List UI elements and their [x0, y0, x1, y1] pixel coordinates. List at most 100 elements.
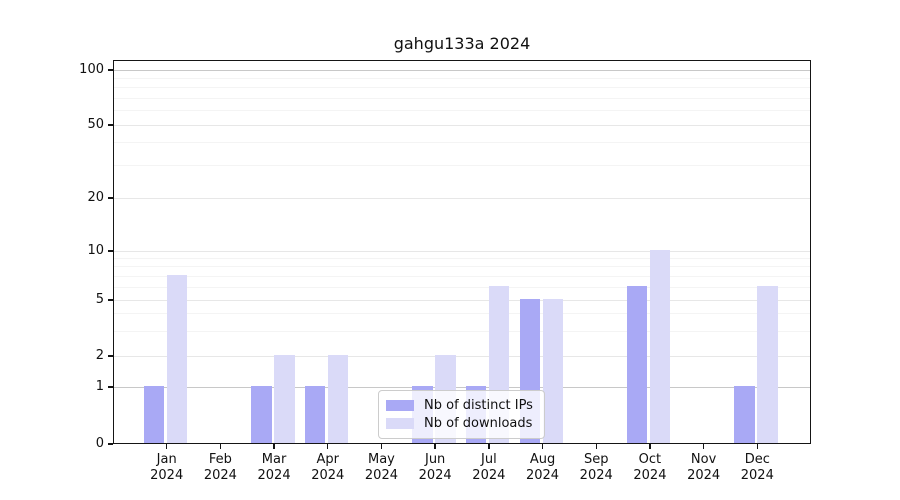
- gridline-minor-60: [114, 110, 810, 112]
- gridline-minor-7: [114, 275, 810, 277]
- x-tick-aug: [541, 444, 544, 449]
- y-tick-label-20: 20: [87, 190, 104, 205]
- y-tick-20: [108, 197, 113, 199]
- x-tick-month-may: May: [368, 452, 395, 467]
- x-tick-label-may: May 2024: [349, 452, 413, 484]
- bar-distinct-ips-apr: [304, 386, 326, 443]
- x-tick-year-feb: 2024: [203, 468, 237, 483]
- bar-distinct-ips-dec: [734, 386, 755, 443]
- x-tick-month-jan: Jan: [156, 452, 177, 467]
- bar-downloads-aug: [542, 299, 564, 443]
- y-tick-label-2: 2: [95, 348, 104, 363]
- gridline-1: [114, 386, 810, 388]
- y-tick-1: [108, 386, 113, 388]
- gridline-minor-8: [114, 266, 810, 268]
- x-tick-month-jul: Jul: [481, 452, 497, 467]
- gridline-minor-3: [114, 330, 810, 332]
- bar-downloads-mar: [274, 355, 295, 443]
- gridline-100: [114, 69, 810, 71]
- chart-title: gahgu133a 2024: [393, 34, 531, 53]
- x-tick-sep: [595, 444, 597, 449]
- x-tick-label-jun: Jun 2024: [403, 452, 467, 484]
- x-tick-label-apr: Apr 2024: [296, 452, 360, 484]
- x-tick-month-apr: Apr: [316, 452, 340, 467]
- y-tick-5: [108, 299, 113, 301]
- x-tick-label-jul: Jul 2024: [457, 452, 521, 484]
- x-tick-label-sep: Sep 2024: [564, 452, 628, 484]
- x-tick-year-dec: 2024: [740, 468, 774, 483]
- x-tick-year-aug: 2024: [525, 468, 560, 483]
- x-tick-label-oct: Oct 2024: [618, 452, 682, 484]
- y-tick-10: [108, 250, 113, 252]
- x-tick-month-oct: Oct: [638, 452, 662, 467]
- legend-item-distinct-ips: Nb of distinct IPs: [386, 397, 536, 414]
- x-tick-label-mar: Mar 2024: [242, 452, 306, 484]
- x-tick-label-dec: Dec 2024: [725, 452, 789, 484]
- x-tick-label-jan: Jan 2024: [135, 452, 199, 484]
- bar-downloads-oct: [649, 250, 671, 443]
- x-tick-month-nov: Nov: [690, 452, 717, 467]
- gridline-2: [114, 355, 810, 357]
- y-tick-label-50: 50: [87, 117, 104, 132]
- gridline-minor-40: [114, 142, 810, 144]
- y-tick-label-100: 100: [79, 62, 104, 77]
- y-tick-100: [108, 69, 113, 71]
- x-tick-jul: [488, 444, 490, 449]
- x-tick-year-apr: 2024: [311, 468, 345, 483]
- x-tick-year-mar: 2024: [257, 468, 291, 483]
- x-tick-year-oct: 2024: [633, 468, 667, 483]
- x-tick-month-feb: Feb: [208, 452, 232, 467]
- bar-distinct-ips-mar: [251, 386, 272, 443]
- y-tick-label-1: 1: [95, 379, 104, 394]
- y-tick-label-0: 0: [95, 436, 104, 451]
- legend: Nb of distinct IPs Nb of downloads: [378, 390, 545, 439]
- bar-distinct-ips-jan: [143, 386, 165, 443]
- gridline-50: [114, 124, 810, 126]
- gridline-minor-80: [114, 87, 810, 89]
- x-tick-mar: [273, 444, 275, 449]
- legend-label-distinct-ips: Nb of distinct IPs: [424, 398, 533, 413]
- x-tick-month-aug: Aug: [529, 452, 556, 467]
- x-tick-year-sep: 2024: [579, 468, 613, 483]
- x-tick-jun: [434, 444, 436, 449]
- x-tick-year-jul: 2024: [472, 468, 506, 483]
- x-tick-apr: [327, 444, 329, 449]
- gridline-minor-4: [114, 313, 810, 315]
- x-tick-year-may: 2024: [364, 468, 398, 483]
- legend-swatch-distinct-ips: [386, 400, 414, 411]
- x-tick-label-aug: Aug 2024: [511, 452, 575, 484]
- y-tick-label-10: 10: [87, 243, 104, 258]
- x-tick-year-nov: 2024: [687, 468, 721, 483]
- bar-downloads-jan: [166, 275, 188, 443]
- gridline-20: [114, 197, 810, 199]
- legend-swatch-downloads: [386, 418, 414, 429]
- x-tick-nov: [702, 444, 705, 449]
- gridline-minor-70: [114, 97, 810, 99]
- gridline-minor-30: [114, 165, 810, 167]
- y-tick-0: [108, 443, 113, 445]
- gridline-minor-6: [114, 286, 810, 288]
- y-tick-label-5: 5: [95, 292, 104, 307]
- gridline-minor-9: [114, 257, 810, 259]
- x-tick-month-dec: Dec: [744, 452, 770, 467]
- gridline-5: [114, 299, 810, 301]
- legend-item-downloads: Nb of downloads: [386, 415, 536, 432]
- gridline-10: [114, 250, 810, 252]
- plot-area: [113, 60, 811, 444]
- bar-downloads-dec: [757, 286, 778, 443]
- y-tick-2: [108, 355, 113, 357]
- y-tick-50: [108, 124, 113, 126]
- legend-label-downloads: Nb of downloads: [424, 416, 533, 431]
- x-tick-month-jun: Jun: [424, 452, 446, 467]
- x-tick-year-jan: 2024: [150, 468, 184, 483]
- x-tick-month-sep: Sep: [583, 452, 609, 467]
- x-tick-jan: [165, 444, 168, 449]
- x-tick-may: [380, 444, 383, 449]
- bar-distinct-ips-oct: [626, 286, 648, 443]
- gridline-minor-90: [114, 77, 810, 79]
- x-tick-label-nov: Nov 2024: [672, 452, 736, 484]
- x-tick-year-jun: 2024: [418, 468, 452, 483]
- x-tick-month-mar: Mar: [261, 452, 287, 467]
- x-tick-dec: [756, 444, 758, 449]
